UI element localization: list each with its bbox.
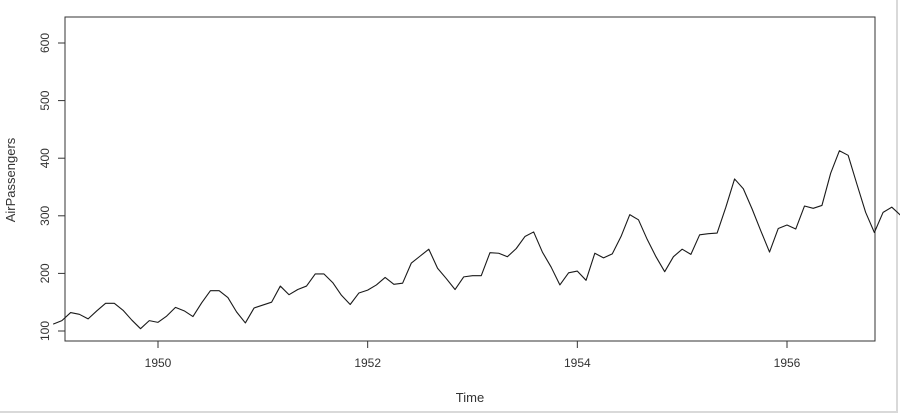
series-line <box>52 150 900 330</box>
y-tick-label: 600 <box>38 33 52 53</box>
y-axis: 100 200 300 400 500 600 <box>38 33 66 341</box>
y-tick-label: 300 <box>38 205 52 225</box>
x-axis: 195019521954195619581960 <box>145 340 801 370</box>
x-tick-label: 1954 <box>564 356 591 370</box>
x-tick-label: 1956 <box>774 356 801 370</box>
y-tick-label: 100 <box>38 321 52 341</box>
plot-box <box>64 16 876 342</box>
x-axis-label: Time <box>456 390 484 405</box>
x-tick-label: 1952 <box>354 356 381 370</box>
y-tick-label: 400 <box>38 148 52 168</box>
series-layer <box>52 150 900 330</box>
y-axis-label: AirPassengers <box>3 137 18 222</box>
y-tick-label: 500 <box>38 90 52 110</box>
y-tick-label: 200 <box>38 263 52 283</box>
x-tick-label: 1950 <box>145 356 172 370</box>
